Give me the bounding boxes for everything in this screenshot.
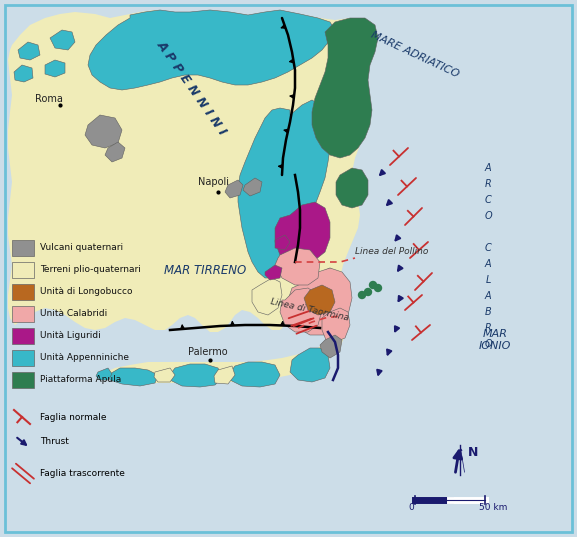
Polygon shape <box>243 178 262 196</box>
Text: O: O <box>484 339 492 349</box>
Polygon shape <box>322 308 350 342</box>
Text: 0: 0 <box>408 503 414 512</box>
FancyBboxPatch shape <box>12 350 34 366</box>
Polygon shape <box>105 142 125 162</box>
Polygon shape <box>98 310 345 383</box>
Text: A: A <box>485 163 491 173</box>
Polygon shape <box>305 268 340 322</box>
Text: Unità di Longobucco: Unità di Longobucco <box>40 287 133 296</box>
Text: C: C <box>485 195 492 205</box>
Text: Linea di Taormina: Linea di Taormina <box>270 297 350 323</box>
Polygon shape <box>50 30 75 50</box>
FancyBboxPatch shape <box>12 372 34 388</box>
Text: MAR
IONIO: MAR IONIO <box>479 329 511 351</box>
Text: A P P E N N I N I: A P P E N N I N I <box>155 38 230 137</box>
Polygon shape <box>14 65 33 82</box>
Polygon shape <box>230 362 280 387</box>
Polygon shape <box>252 278 282 315</box>
Polygon shape <box>96 368 112 380</box>
Text: C: C <box>485 243 492 253</box>
Polygon shape <box>108 368 158 386</box>
Polygon shape <box>265 265 282 280</box>
Polygon shape <box>320 335 342 358</box>
Polygon shape <box>295 282 312 305</box>
Polygon shape <box>214 366 235 384</box>
FancyBboxPatch shape <box>12 284 34 300</box>
Polygon shape <box>170 364 222 387</box>
Text: 50 km: 50 km <box>479 503 507 512</box>
FancyBboxPatch shape <box>12 262 34 278</box>
Text: Faglia trascorrente: Faglia trascorrente <box>40 468 125 477</box>
Text: Faglia normale: Faglia normale <box>40 412 107 422</box>
Text: Thrust: Thrust <box>40 438 69 446</box>
Polygon shape <box>8 10 375 338</box>
Text: A: A <box>485 291 491 301</box>
Text: N: N <box>468 446 478 459</box>
Polygon shape <box>85 115 122 148</box>
Text: MARE ADRIATICO: MARE ADRIATICO <box>369 30 460 80</box>
FancyBboxPatch shape <box>12 240 34 256</box>
Text: Palermo: Palermo <box>188 347 227 357</box>
Polygon shape <box>280 288 322 332</box>
Text: Unità Calabridi: Unità Calabridi <box>40 309 107 318</box>
Text: Unità Liguridi: Unità Liguridi <box>40 331 101 340</box>
Polygon shape <box>290 348 330 382</box>
Polygon shape <box>18 42 40 60</box>
Polygon shape <box>288 268 352 335</box>
Circle shape <box>369 281 377 288</box>
Text: B: B <box>485 307 492 317</box>
Polygon shape <box>304 285 335 315</box>
Text: Linea del Pollino: Linea del Pollino <box>355 248 428 257</box>
Text: L: L <box>485 275 490 285</box>
Polygon shape <box>225 180 243 198</box>
Text: Roma: Roma <box>35 94 63 104</box>
Text: R: R <box>485 179 492 189</box>
Text: O: O <box>484 211 492 221</box>
Polygon shape <box>336 168 368 208</box>
Text: A: A <box>485 259 491 269</box>
Polygon shape <box>312 18 378 158</box>
Polygon shape <box>275 248 320 285</box>
Text: Napoli: Napoli <box>198 177 229 187</box>
Polygon shape <box>275 235 290 250</box>
Circle shape <box>358 292 365 299</box>
Text: Piattaforma Apula: Piattaforma Apula <box>40 375 121 384</box>
Text: R: R <box>485 323 492 333</box>
Polygon shape <box>45 60 65 77</box>
Polygon shape <box>238 100 330 278</box>
Circle shape <box>365 288 372 295</box>
FancyBboxPatch shape <box>12 306 34 322</box>
Polygon shape <box>88 10 335 90</box>
Text: MAR TIRRENO: MAR TIRRENO <box>164 264 246 277</box>
FancyBboxPatch shape <box>12 328 34 344</box>
Text: Vulcani quaternari: Vulcani quaternari <box>40 243 123 252</box>
Polygon shape <box>154 368 175 382</box>
Circle shape <box>374 285 381 292</box>
Polygon shape <box>288 252 318 282</box>
Text: Terreni plio-quaternari: Terreni plio-quaternari <box>40 265 141 274</box>
Polygon shape <box>275 202 330 265</box>
Text: Unità Appenniniche: Unità Appenniniche <box>40 353 129 362</box>
